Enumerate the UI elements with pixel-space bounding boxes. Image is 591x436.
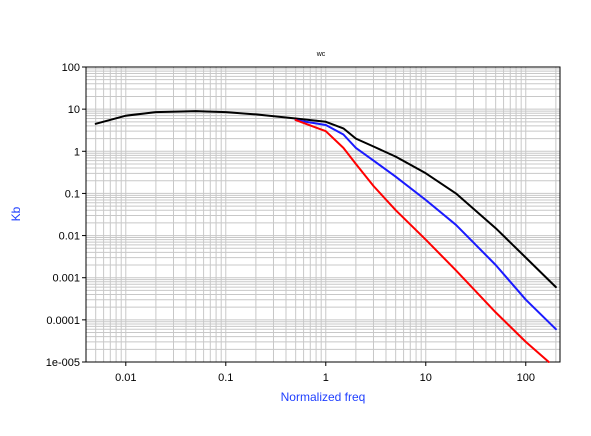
y-tick-label: 0.1 (65, 188, 80, 200)
y-tick-label: 100 (62, 62, 80, 74)
x-tick-label: 0.01 (115, 372, 136, 384)
y-tick-label: 0.01 (59, 231, 80, 243)
x-tick-label: 0.1 (218, 372, 233, 384)
series-line-2 (294, 119, 557, 331)
y-tick-label: 1e-005 (46, 357, 80, 369)
x-axis: 0.01 0.1 1 10 100 (115, 362, 535, 384)
chart-title: wc (316, 51, 326, 58)
x-tick-label: 10 (420, 372, 432, 384)
y-tick-label: 10 (68, 104, 80, 116)
y-tick-label: 1 (74, 146, 80, 158)
x-tick-label: 1 (323, 372, 329, 384)
plot-frame (85, 66, 561, 363)
series-layer (94, 110, 557, 363)
series-line-3 (294, 119, 550, 363)
grid (86, 67, 560, 362)
y-tick-label: 0.0001 (46, 315, 80, 327)
y-axis-title: Kb (9, 206, 23, 221)
y-tick-label: 0.001 (52, 273, 80, 285)
y-axis: 100 10 1 0.1 0.01 0.001 0.0001 1e-005 (46, 62, 86, 369)
x-axis-title: Normalized freq (281, 390, 366, 404)
series-line-1 (94, 110, 557, 289)
x-tick-label: 100 (517, 372, 535, 384)
